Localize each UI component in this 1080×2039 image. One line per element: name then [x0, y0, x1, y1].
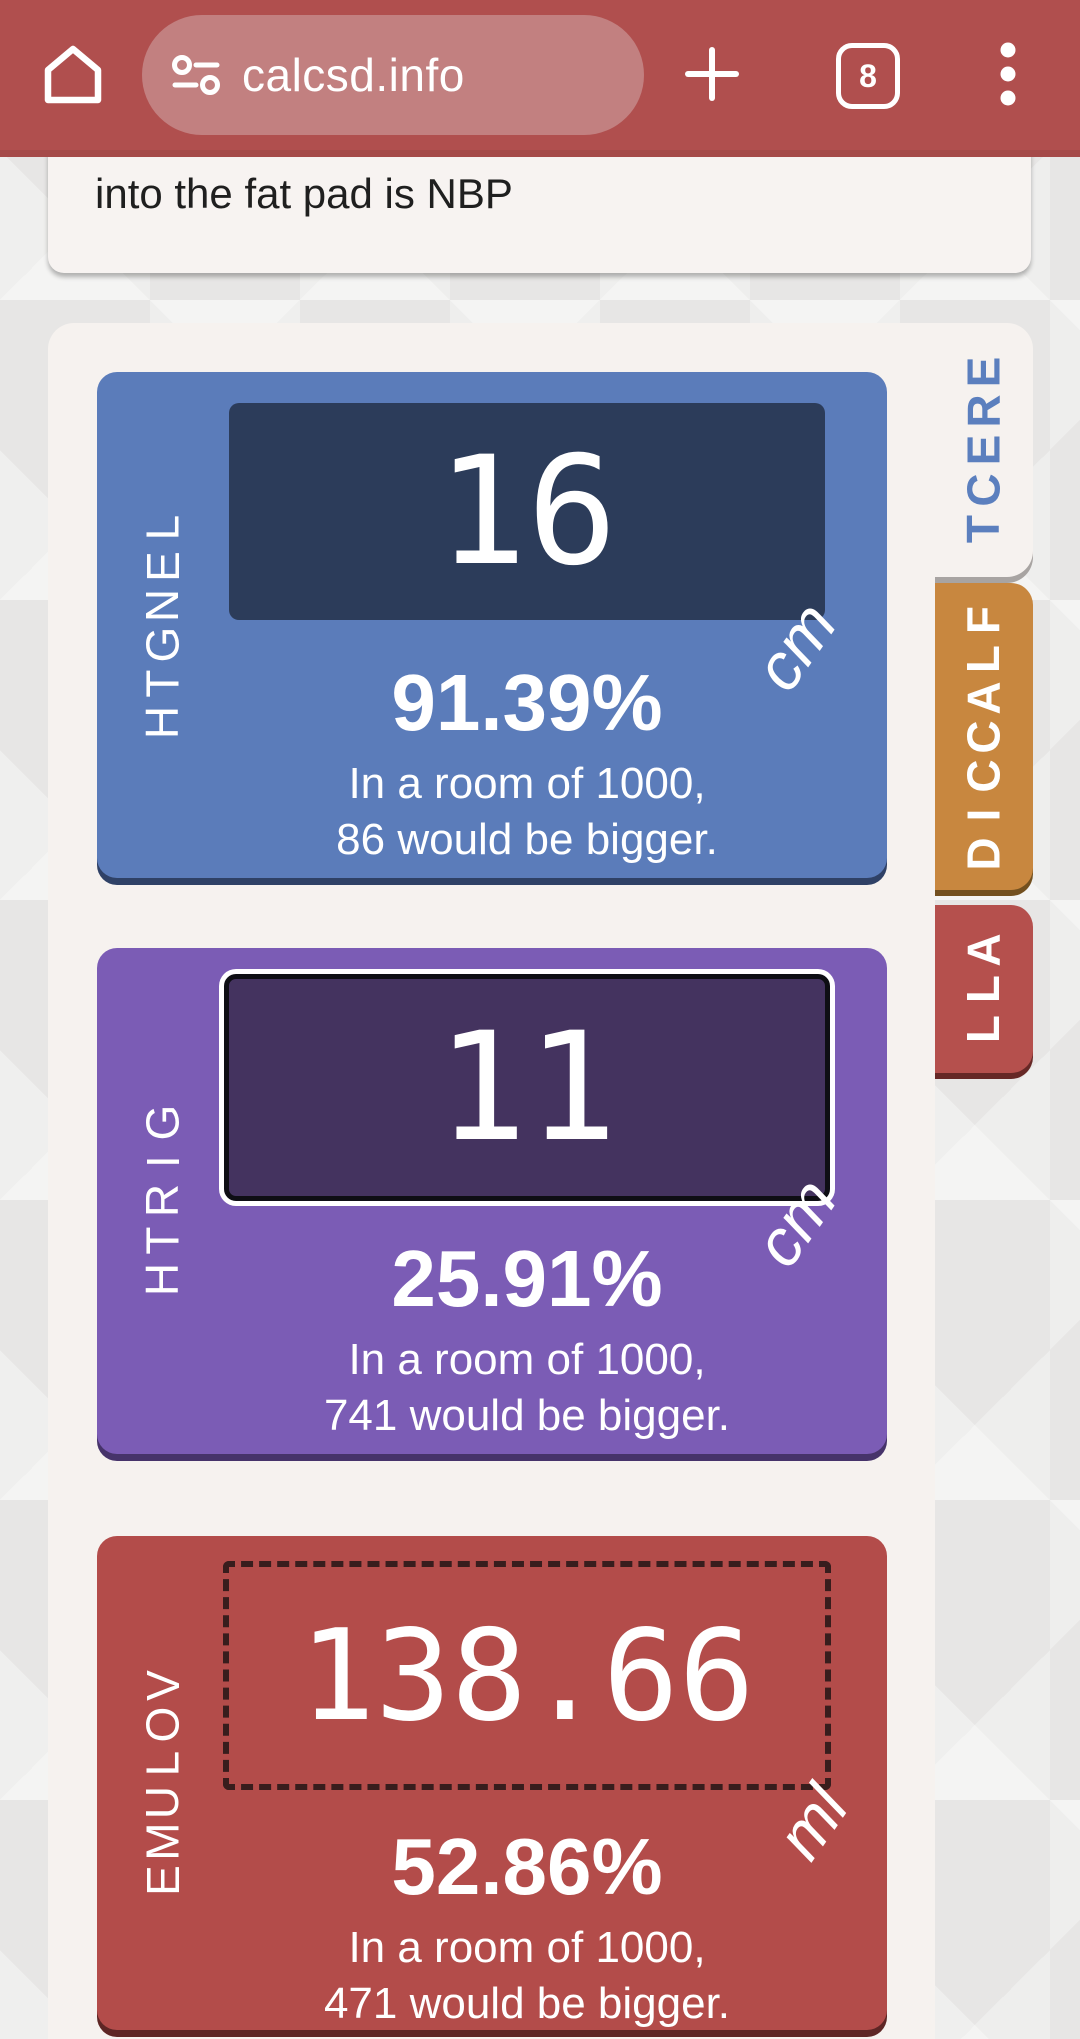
snippet-text: into the fat pad is NBP: [95, 170, 513, 217]
volume-value: 138.66: [299, 1601, 755, 1749]
girth-room-text: In a room of 1000, 741 would be bigger.: [229, 1332, 825, 1444]
girth-room-line2: 741 would be bigger.: [323, 1390, 731, 1440]
home-button[interactable]: [38, 40, 108, 110]
length-room-text: In a room of 1000, 86 would be bigger.: [229, 756, 825, 868]
info-snippet-card: into the fat pad is NBP: [48, 150, 1031, 273]
volume-value-box[interactable]: 138.66 ml: [223, 1561, 862, 1872]
browser-toolbar: calcsd.info 8: [0, 0, 1080, 157]
volume-room-text: In a room of 1000, 471 would be bigger.: [229, 1920, 825, 2032]
volume-room-line1: In a room of 1000,: [348, 1923, 706, 1972]
url-text: calcsd.info: [242, 49, 465, 101]
home-icon: [40, 42, 106, 108]
kebab-menu-icon: [999, 38, 1017, 112]
tab-switcher-button[interactable]: 8: [836, 43, 900, 109]
new-tab-button[interactable]: [678, 40, 746, 108]
girth-value: 11: [436, 1000, 618, 1175]
girth-value-box[interactable]: 11 cm: [224, 974, 851, 1279]
plus-icon: [682, 44, 742, 104]
length-percentile: 91.39%: [391, 658, 663, 747]
url-bar[interactable]: calcsd.info: [142, 15, 644, 135]
girth-percentile: 25.91%: [391, 1234, 663, 1323]
length-value: 16: [436, 424, 618, 599]
browser-menu-button[interactable]: [988, 38, 1028, 112]
volume-percentile: 52.86%: [391, 1822, 663, 1911]
tab-count: 8: [859, 57, 877, 94]
length-room-line1: In a room of 1000,: [348, 759, 706, 808]
length-value-box[interactable]: 16 cm: [229, 403, 851, 703]
girth-room-line1: In a room of 1000,: [348, 1335, 706, 1384]
site-settings-icon[interactable]: [168, 47, 224, 103]
volume-room-line2: 471 would be bigger.: [323, 1978, 731, 2028]
length-room-line2: 86 would be bigger.: [336, 814, 718, 864]
